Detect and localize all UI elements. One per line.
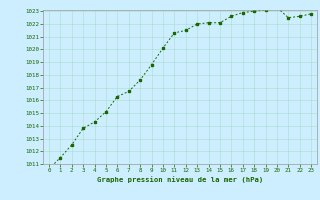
X-axis label: Graphe pression niveau de la mer (hPa): Graphe pression niveau de la mer (hPa) [97,176,263,183]
